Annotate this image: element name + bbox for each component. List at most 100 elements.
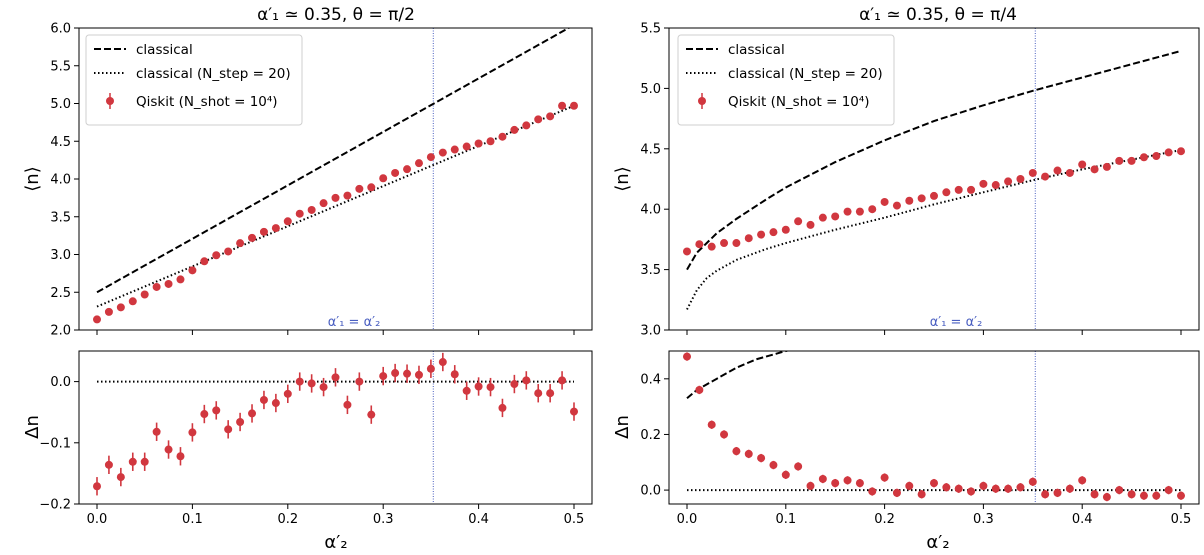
qiskit-point xyxy=(462,142,471,151)
qiskit-point xyxy=(967,185,976,194)
left-bottom-ylabel: Δn xyxy=(22,415,43,439)
left-legend: classical classical (N_step = 20) Qiskit… xyxy=(85,34,303,126)
classical-line xyxy=(96,28,571,294)
qiskit-point xyxy=(295,209,304,218)
qiskit-point xyxy=(1016,483,1025,492)
qiskit-point xyxy=(732,447,741,456)
qiskit-point xyxy=(259,227,268,236)
qiskit-point xyxy=(683,352,691,361)
axes-frame xyxy=(668,350,1200,505)
qiskit-point xyxy=(570,407,578,416)
y-tick-label: 3.5 xyxy=(640,263,661,278)
plot-area xyxy=(93,351,578,504)
qiskit-point xyxy=(248,409,257,418)
qiskit-point xyxy=(1139,491,1148,500)
x-tick-label: 0.1 xyxy=(182,512,203,527)
qiskit-point xyxy=(1152,491,1161,500)
y-tick-label: 3.0 xyxy=(640,324,661,339)
qiskit-point xyxy=(818,213,827,222)
qiskit-point xyxy=(176,275,185,284)
qiskit-point xyxy=(880,197,889,206)
qiskit-point xyxy=(855,207,864,216)
left-top-ylabel: ⟨n⟩ xyxy=(22,166,43,191)
qiskit-point xyxy=(534,115,543,124)
qiskit-point xyxy=(128,297,137,306)
y-tick-label: 3.5 xyxy=(50,210,71,225)
qiskit-point xyxy=(510,380,519,389)
qiskit-point xyxy=(152,427,161,436)
qiskit-point xyxy=(1004,177,1013,186)
qiskit-point xyxy=(283,217,292,226)
qiskit-point xyxy=(855,479,864,488)
qiskit-point xyxy=(331,373,340,382)
right-top-plot: 3.0 3.5 4.0 4.5 5.0 5.5 xyxy=(640,22,1200,339)
qiskit-point xyxy=(942,188,951,197)
qiskit-point xyxy=(379,174,388,183)
qiskit-point xyxy=(1078,160,1087,169)
qiskit-point xyxy=(236,417,245,426)
qiskit-point xyxy=(1053,488,1062,497)
qiskit-point xyxy=(1152,152,1161,161)
qiskit-point xyxy=(236,239,245,248)
qiskit-point xyxy=(307,205,316,214)
qiskit-point xyxy=(1028,477,1037,486)
legend-classical-label: classical xyxy=(136,42,193,58)
axes-frame xyxy=(668,27,1200,331)
qiskit-point xyxy=(271,224,280,233)
qiskit-point xyxy=(498,403,507,412)
qiskit-point xyxy=(307,379,316,388)
qiskit-point xyxy=(116,473,125,482)
left-vline-label: α′₁ = α′₂ xyxy=(328,315,381,330)
qiskit-point xyxy=(319,199,328,208)
qiskit-point xyxy=(1053,166,1062,175)
y-tick-label: 0.4 xyxy=(640,372,661,387)
qiskit-point xyxy=(510,125,519,134)
qiskit-point xyxy=(438,148,447,157)
qiskit-point xyxy=(116,303,125,312)
qiskit-point xyxy=(707,242,716,251)
y-tick-label: 5.5 xyxy=(640,22,661,37)
y-tick-label: −0.1 xyxy=(39,436,71,451)
qiskit-point xyxy=(905,481,914,490)
plot-area xyxy=(93,28,578,330)
qiskit-point xyxy=(450,370,459,379)
axes-frame xyxy=(78,350,593,505)
qiskit-point xyxy=(104,307,113,316)
qiskit-point xyxy=(954,484,963,493)
qiskit-point xyxy=(892,488,901,497)
right-bottom-plot: 0.0 0.2 0.4 0.0 0.1 0.2 0.3 0.4 0.5 xyxy=(640,350,1200,527)
x-tick-label: 0.2 xyxy=(277,512,298,527)
qiskit-point xyxy=(1115,486,1124,495)
qiskit-point xyxy=(1004,484,1013,493)
y-tick-label: 0.2 xyxy=(640,428,661,443)
y-tick-label: −0.2 xyxy=(39,498,71,513)
qiskit-point xyxy=(930,479,938,488)
qiskit-point xyxy=(403,165,412,174)
y-tick-label: 5.0 xyxy=(50,97,71,112)
right-legend: classical classical (N_step = 20) Qiskit… xyxy=(677,34,895,126)
qiskit-point xyxy=(695,240,704,249)
qiskit-point xyxy=(707,420,716,429)
qiskit-point xyxy=(474,139,483,148)
qiskit-point xyxy=(905,196,914,205)
y-tick-label: 5.0 xyxy=(640,82,661,97)
qiskit-point xyxy=(843,207,852,216)
y-tick-label: 4.0 xyxy=(640,203,661,218)
qiskit-point xyxy=(930,191,938,200)
qiskit-point xyxy=(391,168,400,177)
qiskit-point xyxy=(367,183,376,192)
qiskit-point xyxy=(200,410,209,419)
qiskit-point xyxy=(757,454,766,463)
qiskit-point xyxy=(781,225,790,234)
qiskit-point xyxy=(818,474,827,483)
qiskit-point xyxy=(343,191,352,200)
qiskit-point xyxy=(781,470,790,479)
qiskit-point xyxy=(200,257,209,266)
qiskit-point xyxy=(414,159,423,168)
qiskit-point xyxy=(979,481,988,490)
qiskit-point xyxy=(212,406,221,415)
qiskit-point xyxy=(498,132,507,141)
legend-qiskit-label: Qiskit (N_shot = 10⁴) xyxy=(136,94,278,110)
y-tick-label: 3.0 xyxy=(50,248,71,263)
